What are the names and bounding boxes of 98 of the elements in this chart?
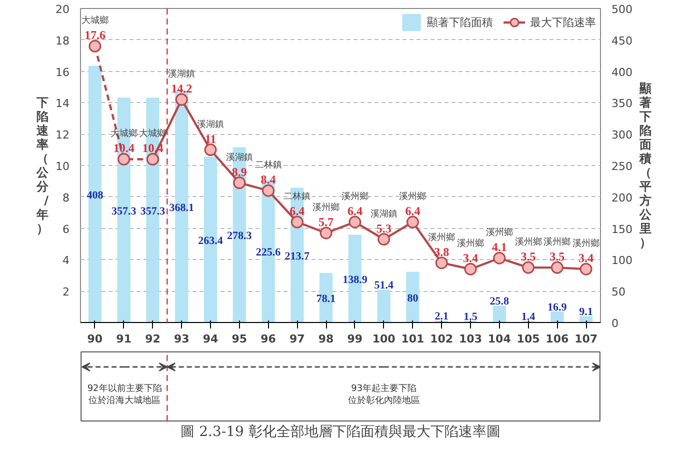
annotation: 大城鄉 (110, 128, 138, 140)
x-tick-label: 91 (116, 332, 132, 346)
data-label: 1.4 (521, 311, 536, 324)
annotation: 溪州鄉 (514, 236, 542, 248)
annotation: 二林鎮 (284, 191, 311, 202)
data-label: 10.4 (113, 141, 134, 156)
y2-tick-label: 300 (612, 128, 632, 142)
annotation: 溪州鄉 (486, 227, 513, 238)
data-label: 3.5 (550, 250, 565, 264)
y2-tick-label: 100 (612, 254, 632, 268)
y2-tick-label: 200 (612, 191, 632, 204)
data-label: 8.4 (260, 172, 276, 187)
y2-tick-label: 250 (612, 160, 632, 173)
x-tick-label: 105 (516, 332, 540, 346)
text: 下陷速率（公分/年） (36, 96, 49, 236)
y2-tick-label: 450 (612, 34, 632, 48)
y2-tick-label: 50 (612, 286, 626, 299)
data-label: 368.1 (169, 202, 194, 214)
x-tick-label: 96 (260, 332, 276, 346)
data-label: 357.3 (140, 205, 166, 218)
x-tick-label: 104 (488, 332, 512, 346)
y-tick-label: 12 (56, 128, 70, 142)
y-tick-label: 16 (56, 66, 70, 79)
text: 93年起主要下陷位於彰化內陸地區 (348, 383, 420, 406)
text: 圖 2.3-19 彰化全部地層下陷面積與最大下陷速率圖 (180, 424, 500, 440)
x-tick-label: 103 (459, 332, 482, 346)
data-label: 11 (204, 132, 216, 146)
y2-tick-label: 350 (612, 97, 632, 110)
y-tick-label: 14 (56, 97, 70, 110)
y-tick-label: 20 (56, 3, 70, 16)
annotation: 溪湖鎮 (370, 208, 398, 220)
data-label: 3.5 (520, 250, 536, 264)
x-tick-label: 94 (202, 332, 218, 346)
data-label: 5.3 (376, 221, 392, 236)
x-tick-label: 107 (574, 332, 598, 346)
text: 顯著下陷面積（平方公里） (639, 82, 652, 250)
annotation: 溪湖鎮 (168, 68, 196, 80)
y2-tick-label: 500 (612, 3, 632, 16)
annotation: 溪州鄉 (544, 236, 571, 248)
data-label: 278.3 (227, 230, 252, 242)
data-label: 1.5 (464, 310, 478, 323)
data-label: 4.1 (492, 240, 507, 254)
data-label: 8.9 (232, 164, 247, 179)
data-label: 25.8 (490, 296, 510, 308)
data-label: 14.2 (171, 82, 192, 96)
x-tick-label: 93 (174, 332, 190, 346)
data-label: 6.4 (290, 204, 305, 218)
annotation: 溪州鄉 (572, 238, 600, 250)
data-label: 2.1 (434, 310, 448, 323)
data-label: 225.6 (256, 246, 282, 259)
data-label: 138.9 (342, 274, 368, 286)
text: 92年以前主要下陷位於沿海大城地區 (87, 383, 162, 406)
annotation: 溪州鄉 (428, 232, 456, 243)
data-label: 80 (407, 292, 419, 304)
x-tick-label: 95 (232, 332, 248, 346)
x-tick-label: 101 (401, 332, 424, 346)
annotation: 二林鎮 (254, 160, 282, 171)
legend-label: 最大下陷速率 (530, 14, 596, 30)
data-label: 78.1 (316, 292, 336, 305)
annotation: 溪湖鎮 (226, 152, 253, 163)
y2-tick-label: 150 (612, 222, 632, 236)
x-tick-label: 97 (290, 332, 305, 346)
data-label: 3.4 (463, 251, 478, 266)
data-label: 9.1 (579, 306, 593, 318)
x-tick-label: 99 (347, 332, 363, 346)
x-tick-label: 102 (430, 332, 454, 346)
annotation: 溪州鄉 (312, 202, 340, 214)
y2-tick-label: 0 (612, 317, 618, 330)
annotation: 溪州鄉 (399, 191, 426, 202)
data-label: 16.9 (548, 301, 568, 314)
data-label: 213.7 (284, 250, 310, 262)
y-tick-label: 2 (62, 286, 70, 299)
annotation: 溪州鄉 (341, 191, 368, 202)
data-label: 3.8 (434, 244, 450, 259)
y-tick-label: 6 (62, 222, 70, 236)
data-label: 3.4 (578, 251, 594, 266)
y-tick-label: 18 (56, 34, 70, 48)
data-label: 357.3 (111, 205, 137, 218)
x-tick-label: 106 (546, 332, 569, 346)
x-tick-label: 90 (87, 332, 103, 346)
data-label: 6.4 (405, 204, 420, 218)
data-label: 408 (86, 189, 104, 202)
y-tick-label: 4 (62, 254, 70, 268)
y-tick-label: 10 (56, 160, 70, 173)
annotation: 溪州鄉 (457, 238, 484, 250)
y-tick-label: 8 (62, 191, 70, 204)
x-tick-label: 98 (318, 332, 334, 346)
data-label: 5.7 (318, 215, 334, 230)
data-label: 17.6 (84, 28, 106, 42)
x-tick-label: 92 (145, 332, 160, 346)
data-label: 263.4 (198, 234, 224, 247)
annotation: 溪湖鎮 (197, 118, 224, 130)
data-label: 6.4 (347, 204, 362, 218)
data-label: 51.4 (374, 280, 394, 292)
x-tick-label: 100 (372, 332, 396, 346)
legend-label: 顯著下陷面積 (427, 14, 493, 30)
y2-tick-label: 400 (612, 66, 632, 79)
annotation: 大城鄉 (81, 15, 108, 26)
